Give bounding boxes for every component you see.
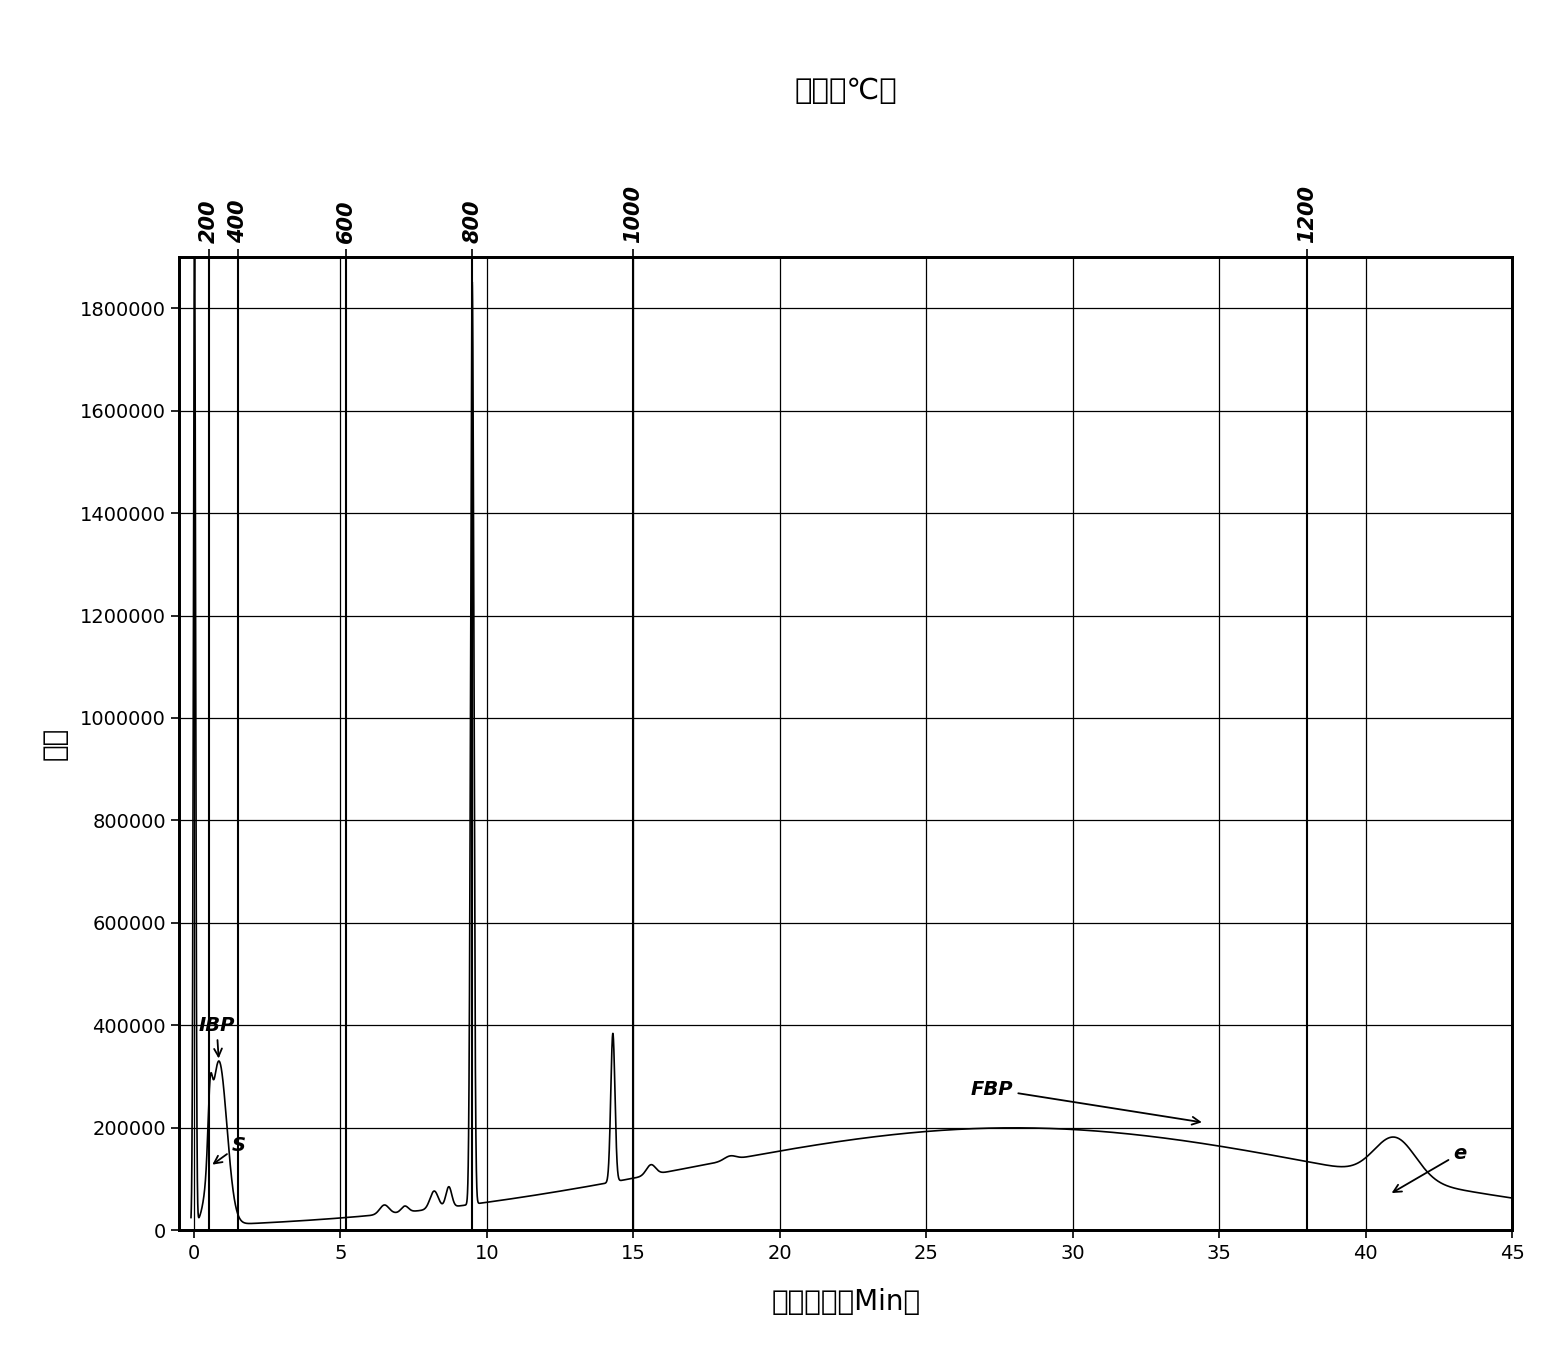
X-axis label: 保留时间（Min）: 保留时间（Min） [772,1287,920,1315]
Text: e: e [1394,1144,1467,1192]
Y-axis label: 信号: 信号 [41,727,69,760]
Text: S: S [214,1136,246,1164]
Text: IBP: IBP [198,1015,235,1056]
X-axis label: 沸点（℃）: 沸点（℃） [795,77,896,105]
Text: FBP: FBP [970,1079,1200,1125]
